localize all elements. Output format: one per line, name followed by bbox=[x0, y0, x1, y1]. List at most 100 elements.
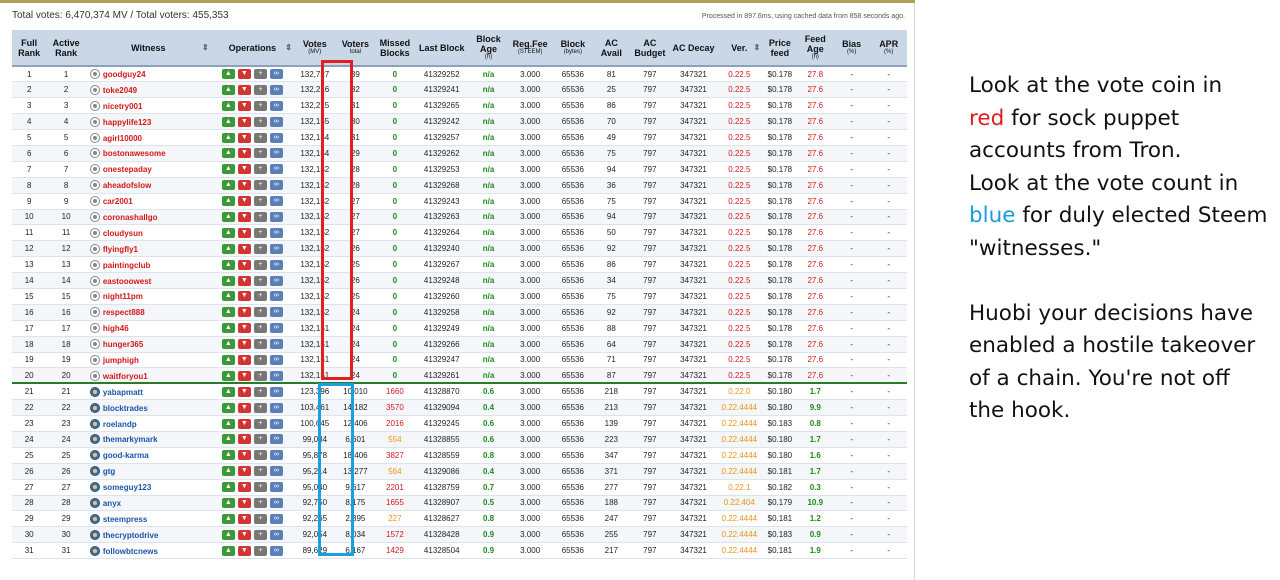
witness-name-link[interactable]: paintingclub bbox=[102, 260, 151, 270]
witness-name-link[interactable]: night11pm bbox=[102, 292, 143, 302]
thumbs-down-icon[interactable]: ▼ bbox=[237, 227, 251, 238]
header-reg-fee[interactable]: Reg.Fee (STEEM) bbox=[508, 30, 553, 67]
thumbs-up-icon[interactable]: ▲ bbox=[221, 227, 235, 238]
witness-name-link[interactable]: thecryptodrive bbox=[102, 530, 159, 540]
link-icon[interactable]: ∞ bbox=[269, 529, 283, 540]
link-icon[interactable]: ∞ bbox=[269, 196, 283, 207]
add-user-icon[interactable]: + bbox=[253, 466, 267, 477]
add-user-icon[interactable]: + bbox=[253, 307, 267, 318]
link-icon[interactable]: ∞ bbox=[269, 259, 283, 270]
witness-name-link[interactable]: good-karma bbox=[102, 451, 149, 461]
thumbs-up-icon[interactable]: ▲ bbox=[221, 275, 235, 286]
add-user-icon[interactable]: + bbox=[253, 164, 267, 175]
link-icon[interactable]: ∞ bbox=[269, 450, 283, 461]
header-block-age[interactable]: Block Age (h) bbox=[468, 30, 509, 67]
thumbs-down-icon[interactable]: ▼ bbox=[237, 354, 251, 365]
header-active-rank[interactable]: Active Rank bbox=[46, 30, 86, 67]
thumbs-up-icon[interactable]: ▲ bbox=[221, 434, 235, 445]
witness-name-link[interactable]: anyx bbox=[102, 498, 122, 508]
link-icon[interactable]: ∞ bbox=[269, 164, 283, 175]
thumbs-up-icon[interactable]: ▲ bbox=[221, 148, 235, 159]
thumbs-down-icon[interactable]: ▼ bbox=[237, 545, 251, 556]
thumbs-down-icon[interactable]: ▼ bbox=[237, 164, 251, 175]
thumbs-down-icon[interactable]: ▼ bbox=[237, 323, 251, 334]
link-icon[interactable]: ∞ bbox=[269, 482, 283, 493]
header-missed-blocks[interactable]: Missed Blocks bbox=[375, 30, 415, 67]
link-icon[interactable]: ∞ bbox=[269, 402, 283, 413]
add-user-icon[interactable]: + bbox=[253, 402, 267, 413]
header-ac-avail[interactable]: AC Avail bbox=[593, 30, 630, 67]
link-icon[interactable]: ∞ bbox=[269, 418, 283, 429]
thumbs-down-icon[interactable]: ▼ bbox=[237, 513, 251, 524]
add-user-icon[interactable]: + bbox=[253, 227, 267, 238]
thumbs-down-icon[interactable]: ▼ bbox=[237, 450, 251, 461]
header-operations[interactable]: Operations ⇕ bbox=[210, 30, 294, 67]
add-user-icon[interactable]: + bbox=[253, 418, 267, 429]
witness-name-link[interactable]: hunger365 bbox=[102, 340, 144, 350]
thumbs-down-icon[interactable]: ▼ bbox=[237, 339, 251, 350]
link-icon[interactable]: ∞ bbox=[269, 211, 283, 222]
witness-name-link[interactable]: themarkymark bbox=[102, 435, 158, 445]
header-last-block[interactable]: Last Block bbox=[414, 30, 469, 67]
link-icon[interactable]: ∞ bbox=[269, 148, 283, 159]
thumbs-up-icon[interactable]: ▲ bbox=[221, 84, 235, 95]
witness-name-link[interactable]: high46 bbox=[102, 324, 129, 334]
thumbs-up-icon[interactable]: ▲ bbox=[221, 69, 235, 80]
thumbs-down-icon[interactable]: ▼ bbox=[237, 307, 251, 318]
witness-name-link[interactable]: toke2049 bbox=[102, 85, 138, 95]
header-apr[interactable]: APR (%) bbox=[870, 30, 907, 67]
thumbs-down-icon[interactable]: ▼ bbox=[237, 497, 251, 508]
thumbs-down-icon[interactable]: ▼ bbox=[237, 100, 251, 111]
thumbs-up-icon[interactable]: ▲ bbox=[221, 339, 235, 350]
link-icon[interactable]: ∞ bbox=[269, 84, 283, 95]
header-ac-budget[interactable]: AC Budget bbox=[629, 30, 671, 67]
witness-name-link[interactable]: blocktrades bbox=[102, 403, 148, 413]
link-icon[interactable]: ∞ bbox=[269, 513, 283, 524]
thumbs-up-icon[interactable]: ▲ bbox=[221, 354, 235, 365]
thumbs-up-icon[interactable]: ▲ bbox=[221, 180, 235, 191]
thumbs-up-icon[interactable]: ▲ bbox=[221, 466, 235, 477]
add-user-icon[interactable]: + bbox=[253, 148, 267, 159]
thumbs-up-icon[interactable]: ▲ bbox=[221, 291, 235, 302]
thumbs-down-icon[interactable]: ▼ bbox=[237, 386, 251, 397]
link-icon[interactable]: ∞ bbox=[269, 354, 283, 365]
link-icon[interactable]: ∞ bbox=[269, 132, 283, 143]
witness-name-link[interactable]: nicetry001 bbox=[102, 101, 143, 111]
link-icon[interactable]: ∞ bbox=[269, 545, 283, 556]
thumbs-up-icon[interactable]: ▲ bbox=[221, 132, 235, 143]
thumbs-up-icon[interactable]: ▲ bbox=[221, 402, 235, 413]
thumbs-up-icon[interactable]: ▲ bbox=[221, 164, 235, 175]
add-user-icon[interactable]: + bbox=[253, 386, 267, 397]
link-icon[interactable]: ∞ bbox=[269, 466, 283, 477]
thumbs-up-icon[interactable]: ▲ bbox=[221, 100, 235, 111]
thumbs-up-icon[interactable]: ▲ bbox=[221, 497, 235, 508]
add-user-icon[interactable]: + bbox=[253, 275, 267, 286]
thumbs-down-icon[interactable]: ▼ bbox=[237, 259, 251, 270]
witness-name-link[interactable]: respect888 bbox=[102, 308, 145, 318]
thumbs-up-icon[interactable]: ▲ bbox=[221, 196, 235, 207]
add-user-icon[interactable]: + bbox=[253, 69, 267, 80]
link-icon[interactable]: ∞ bbox=[269, 386, 283, 397]
add-user-icon[interactable]: + bbox=[253, 370, 267, 381]
witness-name-link[interactable]: happylife123 bbox=[102, 117, 152, 127]
thumbs-up-icon[interactable]: ▲ bbox=[221, 529, 235, 540]
witness-name-link[interactable]: aheadofslow bbox=[102, 181, 152, 191]
add-user-icon[interactable]: + bbox=[253, 100, 267, 111]
link-icon[interactable]: ∞ bbox=[269, 69, 283, 80]
thumbs-down-icon[interactable]: ▼ bbox=[237, 84, 251, 95]
thumbs-down-icon[interactable]: ▼ bbox=[237, 148, 251, 159]
thumbs-down-icon[interactable]: ▼ bbox=[237, 116, 251, 127]
add-user-icon[interactable]: + bbox=[253, 291, 267, 302]
header-bias[interactable]: Bias (%) bbox=[832, 30, 871, 67]
add-user-icon[interactable]: + bbox=[253, 180, 267, 191]
header-ac-decay[interactable]: AC Decay bbox=[670, 30, 717, 67]
thumbs-down-icon[interactable]: ▼ bbox=[237, 402, 251, 413]
add-user-icon[interactable]: + bbox=[253, 259, 267, 270]
witness-name-link[interactable]: gtg bbox=[102, 467, 116, 477]
add-user-icon[interactable]: + bbox=[253, 450, 267, 461]
add-user-icon[interactable]: + bbox=[253, 545, 267, 556]
thumbs-down-icon[interactable]: ▼ bbox=[237, 132, 251, 143]
link-icon[interactable]: ∞ bbox=[269, 116, 283, 127]
witness-name-link[interactable]: cloudysun bbox=[102, 228, 143, 238]
link-icon[interactable]: ∞ bbox=[269, 275, 283, 286]
